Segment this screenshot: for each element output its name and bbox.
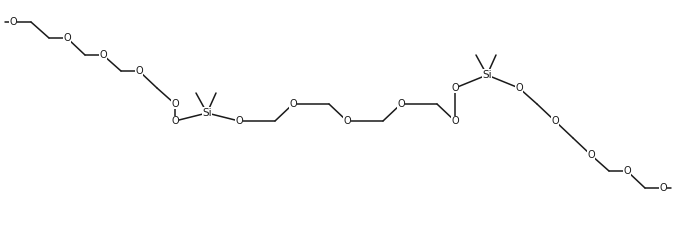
Text: O: O <box>551 116 559 126</box>
Text: O: O <box>135 66 143 76</box>
Text: O: O <box>171 99 179 109</box>
Text: O: O <box>623 166 631 176</box>
Text: O: O <box>587 150 595 160</box>
Text: Si: Si <box>482 70 492 80</box>
Text: O: O <box>397 99 405 109</box>
Text: O: O <box>451 116 459 126</box>
Text: O: O <box>99 50 107 60</box>
Text: O: O <box>235 116 243 126</box>
Text: O: O <box>343 116 351 126</box>
Text: O: O <box>63 33 71 43</box>
Text: Si: Si <box>202 108 212 118</box>
Text: O: O <box>515 83 523 93</box>
Text: O: O <box>171 116 179 126</box>
Text: O: O <box>659 183 667 193</box>
Text: O: O <box>235 116 243 126</box>
Text: O: O <box>289 99 297 109</box>
Text: O: O <box>9 17 17 27</box>
Text: O: O <box>451 83 459 93</box>
